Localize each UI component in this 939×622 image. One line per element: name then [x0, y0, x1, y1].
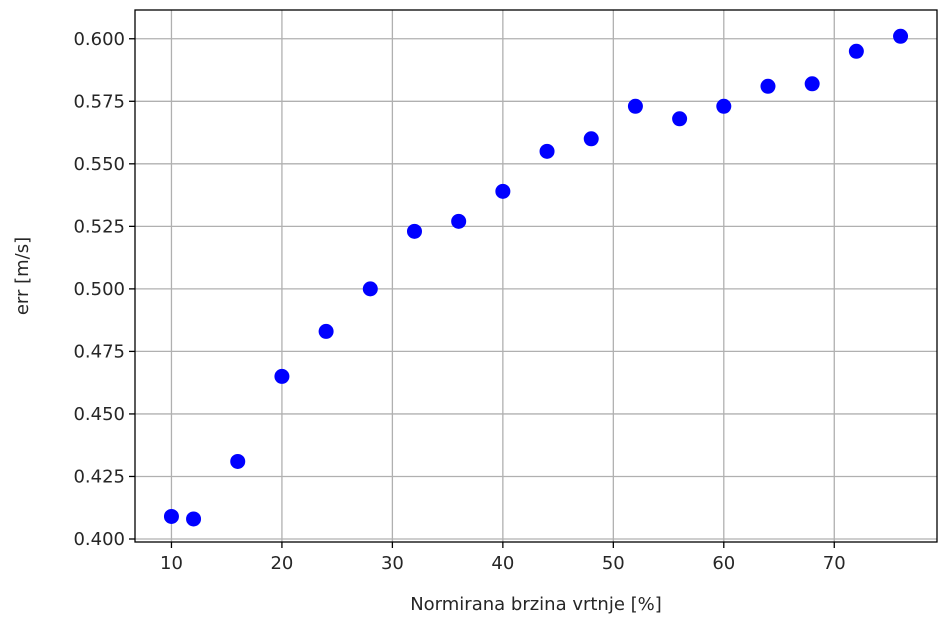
data-point [893, 28, 909, 44]
y-tick-label: 0.475 [73, 341, 125, 362]
data-points [163, 28, 909, 527]
x-tick-label: 60 [712, 553, 735, 574]
y-axis-label: err [m/s] [12, 237, 33, 315]
x-tick-label: 30 [381, 553, 404, 574]
data-point [451, 213, 467, 229]
tick-labels: 10 20 30 40 50 60 70 0.400 0.425 0.450 0.475 0.500 0… [73, 29, 845, 574]
plot-frame [134, 9, 938, 543]
y-tick-label: 0.500 [73, 279, 125, 300]
y-tick-label: 0.425 [73, 466, 125, 487]
data-point [672, 111, 688, 127]
x-tick-label: 40 [491, 553, 514, 574]
y-tick-label: 0.450 [73, 404, 125, 425]
data-point [848, 43, 864, 59]
data-point [716, 98, 732, 114]
y-tick-label: 0.525 [73, 216, 125, 237]
x-axis-label: Normirana brzina vrtnje [%] [410, 594, 662, 615]
grid [135, 10, 937, 542]
x-tick-label: 50 [602, 553, 625, 574]
y-tick-label: 0.550 [73, 154, 125, 175]
data-point [495, 183, 511, 199]
x-tick-label: 70 [823, 553, 846, 574]
data-point [804, 76, 820, 92]
data-point [186, 511, 202, 527]
data-point [318, 323, 334, 339]
data-point [539, 143, 555, 159]
y-tick-label: 0.600 [73, 29, 125, 50]
y-tick-label: 0.400 [73, 529, 125, 550]
data-point [760, 78, 776, 94]
data-point [362, 281, 378, 297]
y-tick-label: 0.575 [73, 91, 125, 112]
axis-ticks [129, 38, 835, 548]
x-tick-label: 10 [160, 553, 183, 574]
x-tick-label: 20 [270, 553, 293, 574]
data-point [406, 223, 422, 239]
data-point [163, 508, 179, 524]
data-point [230, 453, 246, 469]
data-point [274, 368, 290, 384]
data-point [627, 98, 643, 114]
data-point [583, 131, 599, 147]
